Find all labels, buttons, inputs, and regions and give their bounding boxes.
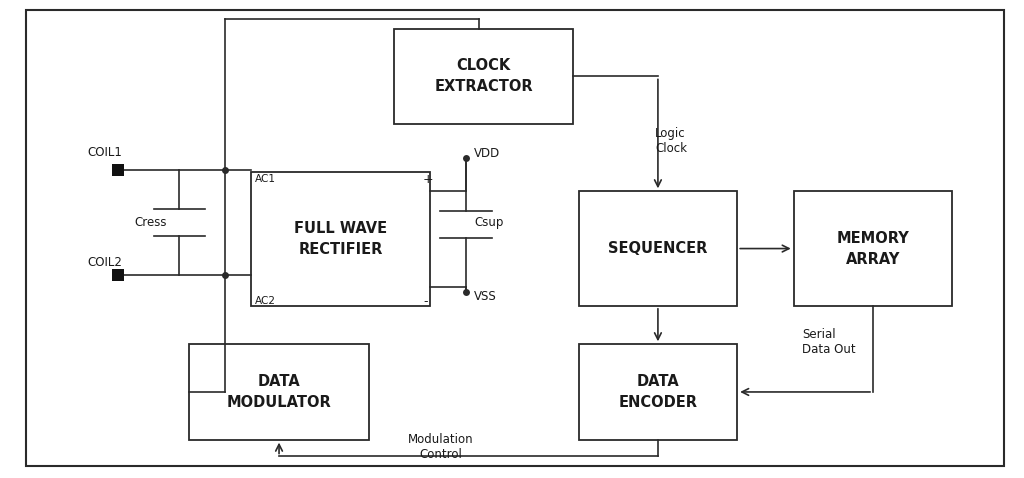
Text: AC1: AC1 (255, 174, 276, 184)
Bar (579, 191, 737, 306)
Text: +: + (423, 173, 433, 186)
Text: Logic
Clock: Logic Clock (655, 127, 687, 155)
Text: CLOCK
EXTRACTOR: CLOCK EXTRACTOR (434, 58, 534, 95)
Bar (251, 172, 430, 306)
Text: SEQUENCER: SEQUENCER (608, 241, 708, 256)
Text: VDD: VDD (474, 147, 501, 161)
Text: -: - (423, 294, 427, 308)
Text: Serial
Data Out: Serial Data Out (802, 328, 855, 356)
Text: VSS: VSS (474, 290, 497, 303)
Bar (794, 191, 952, 306)
Text: AC2: AC2 (255, 296, 276, 306)
Bar (579, 344, 737, 440)
Text: DATA
ENCODER: DATA ENCODER (618, 374, 697, 410)
Text: COIL1: COIL1 (87, 146, 122, 159)
Text: Cress: Cress (134, 216, 167, 229)
Text: FULL WAVE
RECTIFIER: FULL WAVE RECTIFIER (294, 221, 387, 257)
Text: MEMORY
ARRAY: MEMORY ARRAY (837, 230, 909, 267)
Bar (189, 344, 369, 440)
Bar (394, 29, 573, 124)
Text: Modulation
Control: Modulation Control (408, 433, 473, 461)
Text: Csup: Csup (474, 216, 504, 229)
Text: COIL2: COIL2 (87, 256, 122, 269)
Text: DATA
MODULATOR: DATA MODULATOR (226, 374, 332, 410)
